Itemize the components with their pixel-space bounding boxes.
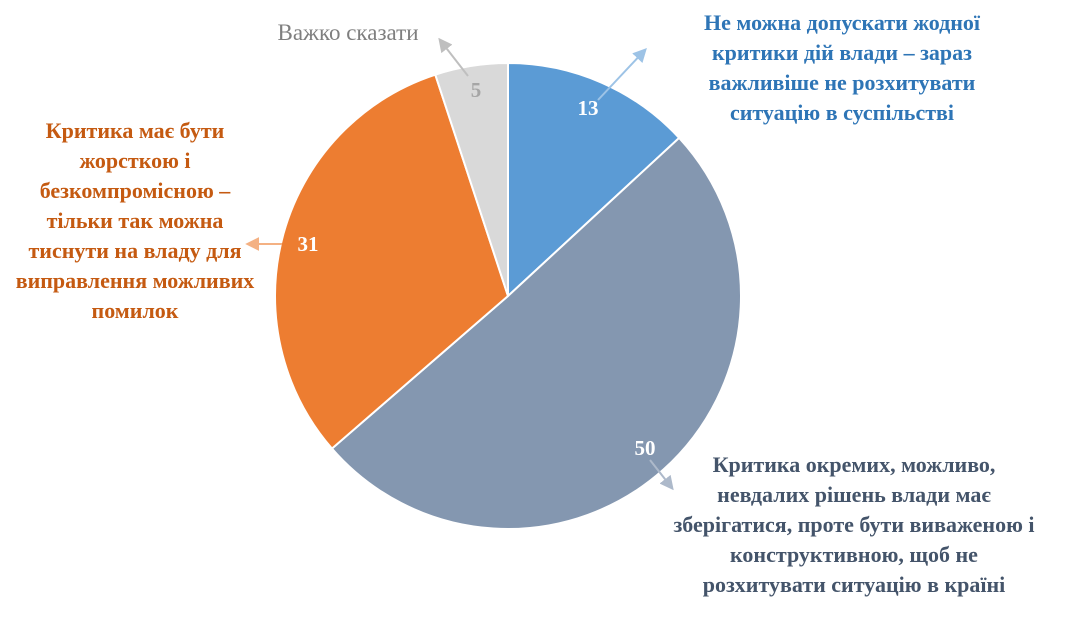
pie-slice-no-criticism xyxy=(507,61,681,299)
leader-line-0 xyxy=(597,47,647,101)
pie-slice-harsh-criticism xyxy=(274,73,510,450)
slice-label-hard-to-say: Важко сказати xyxy=(277,20,419,45)
value-label-hard-to-say: 5 xyxy=(471,78,482,102)
value-label-no-criticism: 13 xyxy=(578,96,599,120)
slice-label-constructive-criticism: Критика окремих, можливо, невдалих рішен… xyxy=(673,452,1035,597)
leader-line-1 xyxy=(649,459,674,491)
value-label-constructive-criticism: 50 xyxy=(635,436,656,460)
slice-label-no-criticism: Не можна допускати жодної критики дій вл… xyxy=(704,10,980,125)
pie-slice-constructive-criticism xyxy=(330,136,742,530)
slice-label-harsh-criticism: Критика має бути жорсткою і безкомпроміс… xyxy=(15,118,255,323)
leader-line-3 xyxy=(438,37,469,77)
value-label-harsh-criticism: 31 xyxy=(298,232,319,256)
pie-slice-hard-to-say xyxy=(434,61,509,297)
